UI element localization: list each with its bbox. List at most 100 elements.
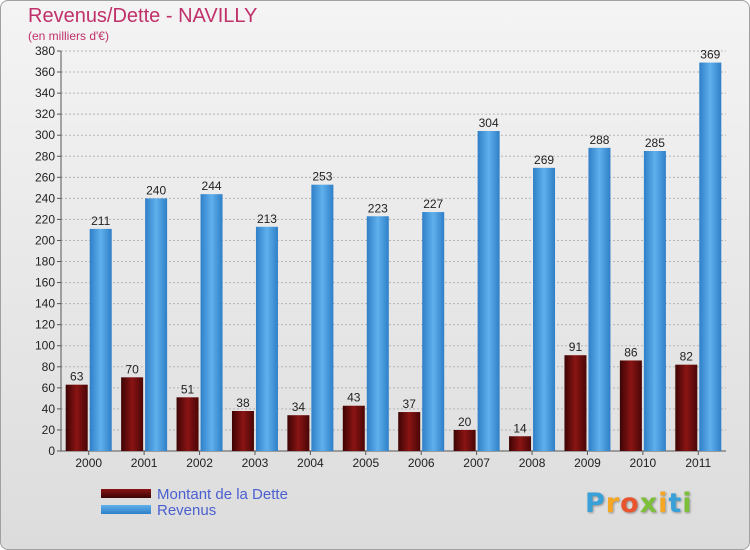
y-tick-label: 140 [35,297,55,311]
bar-revenus [200,194,223,451]
data-label-dette: 38 [236,396,250,410]
data-label-revenus: 288 [589,133,609,147]
bar-dette [176,397,199,451]
bar-revenus [588,147,611,451]
data-label-dette: 14 [513,421,527,435]
data-label-dette: 37 [403,397,417,411]
x-tick-label: 2001 [131,456,158,470]
bar-revenus [533,167,556,451]
x-tick-label: 2002 [186,456,213,470]
y-tick-label: 320 [35,107,55,121]
y-tick-label: 240 [35,191,55,205]
bar-dette [65,384,88,451]
data-label-dette: 63 [70,370,84,384]
bar-revenus [311,184,334,451]
y-tick-label: 100 [35,339,55,353]
bar-revenus [477,131,500,451]
data-label-dette: 91 [569,340,583,354]
data-label-dette: 20 [458,415,472,429]
labels-layer: 63 211 70 240 51 244 38 213 34 253 43 223 37 227 20 304… [70,48,721,436]
bar-revenus [422,212,445,451]
bar-revenus [699,62,722,451]
x-tick-label: 2004 [297,456,324,470]
data-label-dette: 34 [292,400,306,414]
y-tick-label: 20 [42,423,56,437]
data-label-revenus: 253 [312,170,332,184]
x-tick-label: 2007 [463,456,490,470]
y-tick-label: 280 [35,149,55,163]
y-tick-label: 380 [35,44,55,58]
y-tick-label: 200 [35,233,55,247]
bar-revenus [89,228,112,451]
bar-revenus [145,198,168,451]
data-label-revenus: 244 [202,179,222,193]
legend-swatch-revenus [101,504,151,514]
bar-dette [564,355,587,451]
data-label-dette: 70 [125,362,139,376]
bar-dette [231,411,254,451]
y-tick-label: 300 [35,128,55,142]
logo-letter: i [658,488,669,519]
bar-dette [121,377,144,451]
x-tick-label: 2003 [242,456,269,470]
y-tick-label: 60 [42,381,56,395]
legend: Montant de la Dette Revenus [101,487,288,519]
data-label-revenus: 211 [91,214,110,228]
data-label-revenus: 269 [534,153,554,167]
y-tick-label: 180 [35,255,55,269]
y-tick-label: 40 [42,402,56,416]
logo-letter: o [620,488,640,519]
legend-item-revenus: Revenus [101,503,288,519]
chart-title: Revenus/Dette - NAVILLY [28,5,258,27]
data-label-revenus: 213 [257,212,277,226]
data-label-dette: 82 [680,350,694,364]
y-tick-label: 340 [35,86,55,100]
data-label-revenus: 240 [146,183,166,197]
data-label-revenus: 227 [423,197,443,211]
bar-revenus [643,151,666,451]
x-tick-label: 2005 [352,456,379,470]
bars-layer [65,62,722,451]
x-tick-label: 2000 [75,456,102,470]
y-tick-label: 160 [35,276,55,290]
logo-letter: P [585,488,606,519]
legend-item-dette: Montant de la Dette [101,487,288,503]
data-label-revenus: 304 [479,116,499,130]
y-tick-label: 260 [35,170,55,184]
bar-dette [398,412,421,451]
bar-dette [675,364,698,451]
x-tick-label: 2008 [519,456,546,470]
y-tick-label: 80 [42,360,56,374]
bar-dette [287,415,310,451]
x-tick-label: 2011 [685,456,711,470]
axis-layer: 0204060801001201401601802002202402602803… [35,44,726,470]
logo-letter: x [639,488,659,519]
logo-letter: i [682,488,693,519]
legend-swatch-dette [101,488,151,498]
grid-layer [61,50,726,452]
y-tick-label: 360 [35,65,55,79]
bar-revenus [255,226,278,451]
x-tick-label: 2009 [574,456,601,470]
x-tick-label: 2010 [630,456,657,470]
y-tick-label: 0 [48,444,55,458]
bar-dette [342,405,365,451]
y-tick-label: 120 [35,318,55,332]
data-label-revenus: 285 [645,136,665,150]
proxiti-logo: Proxiti [585,488,693,519]
legend-label-revenus: Revenus [157,502,217,519]
bar-dette [619,360,642,451]
chart-subtitle: (en milliers d'€) [28,29,109,43]
data-label-revenus: 223 [368,201,388,215]
y-tick-label: 220 [35,212,55,226]
bar-revenus [366,216,389,451]
data-label-revenus: 369 [700,48,720,62]
bar-dette [453,429,476,451]
data-label-dette: 43 [347,391,361,405]
logo-letter: r [605,488,621,519]
data-label-dette: 86 [624,345,638,359]
bar-dette [509,436,532,451]
legend-label-dette: Montant de la Dette [157,486,288,503]
